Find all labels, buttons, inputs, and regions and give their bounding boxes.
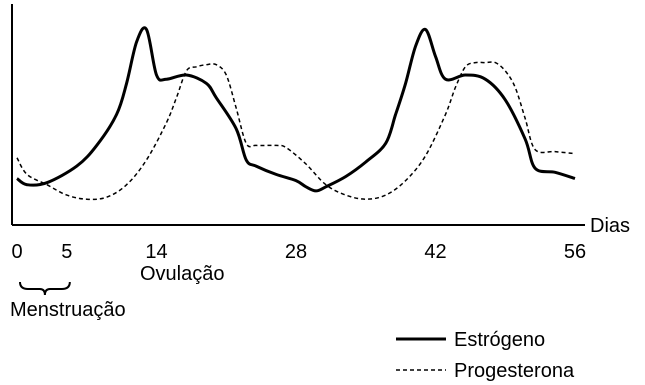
x-tick-label: 14 bbox=[145, 241, 167, 263]
annotations: Ovulação Menstruação bbox=[10, 263, 225, 321]
x-ticks: 0 5 14 28 42 56 bbox=[11, 241, 586, 263]
x-tick-label: 5 bbox=[61, 241, 72, 263]
menstruation-brace bbox=[19, 281, 71, 296]
menstruation-label: Menstruação bbox=[10, 299, 126, 321]
x-axis-label: Dias bbox=[590, 215, 630, 237]
x-tick-label: 56 bbox=[564, 241, 586, 263]
series-line-estrogen bbox=[16, 26, 576, 193]
legend-label-progesterone: Progesterona bbox=[454, 360, 575, 382]
legend: Estrógeno Progesterona bbox=[396, 329, 575, 382]
ovulation-label: Ovulação bbox=[140, 263, 225, 285]
series-group bbox=[16, 26, 576, 201]
x-tick-label: 0 bbox=[11, 241, 22, 263]
legend-label-estrogen: Estrógeno bbox=[454, 329, 545, 351]
x-tick-label: 28 bbox=[285, 241, 307, 263]
x-axis: Dias bbox=[12, 215, 630, 237]
x-tick-label: 42 bbox=[424, 241, 446, 263]
